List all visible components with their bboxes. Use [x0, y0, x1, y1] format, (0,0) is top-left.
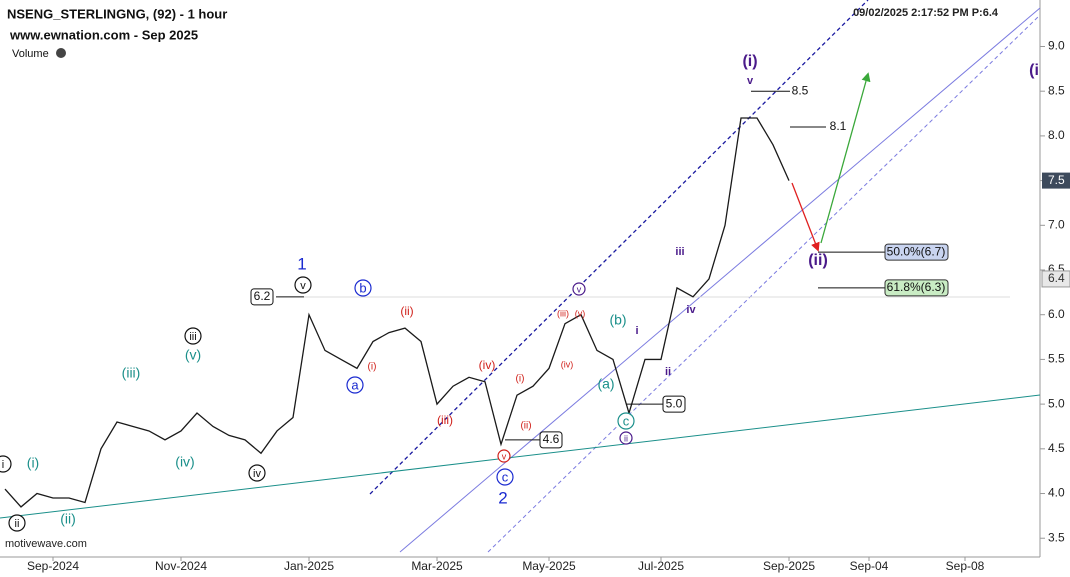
wave-label: (ii) [60, 511, 76, 527]
wave-label: (i) [742, 53, 757, 70]
wave-label: (iii) [437, 413, 453, 427]
wave-label: ii [15, 518, 20, 530]
source: motivewave.com [5, 538, 87, 550]
wave-label: v [577, 284, 582, 294]
current-price-label: 7.5 [1048, 173, 1065, 187]
wave-label: 1 [297, 254, 306, 273]
fib-box [884, 243, 949, 261]
wave-circle [248, 464, 266, 482]
wave-label: (v) [575, 308, 586, 318]
x-tick-label: Jul-2025 [638, 559, 684, 573]
y-tick-label: 4.0 [1048, 486, 1065, 500]
wave-label: (a) [597, 376, 614, 392]
projection-arrow [820, 72, 871, 244]
wave-circle [619, 431, 633, 445]
y-tick-label: 6.0 [1048, 307, 1065, 321]
level-label: 5.0 [666, 396, 683, 410]
level-box [662, 395, 686, 413]
wave-circle [497, 449, 511, 463]
wave-label: (v) [185, 347, 201, 363]
wave-label: b [359, 280, 366, 295]
y-tick-label: 4.5 [1048, 441, 1065, 455]
wave-circle [617, 412, 635, 430]
fib-box [884, 279, 949, 297]
wave-label: (i) [516, 374, 525, 385]
wave-label: iii [675, 246, 684, 258]
y-tick-label: 5.0 [1048, 396, 1065, 410]
channel-line [487, 14, 1041, 553]
wave-circle [354, 279, 372, 297]
reference-price-box [1041, 270, 1070, 288]
x-tick-label: Jan-2025 [284, 559, 334, 573]
wave-label: (iv) [175, 454, 194, 470]
x-tick-label: Sep-2024 [27, 559, 79, 573]
wave-circle [0, 455, 12, 473]
x-tick-label: May-2025 [522, 559, 576, 573]
wave-label: (i [1029, 62, 1039, 79]
fib-label: 61.8%(6.3) [887, 280, 946, 294]
wave-label: (i) [27, 455, 39, 471]
wave-label: (b) [609, 312, 626, 328]
wave-circle [294, 276, 312, 294]
wave-label: i [2, 459, 4, 471]
wave-label: c [502, 469, 509, 484]
x-tick-label: Sep-2025 [763, 559, 815, 573]
reference-price-label: 6.4 [1048, 271, 1065, 285]
wave-label: v [502, 451, 507, 461]
x-tick-label: Mar-2025 [411, 559, 463, 573]
y-tick-label: 8.5 [1048, 83, 1065, 97]
level-label: 4.6 [543, 432, 560, 446]
x-tick-label: Nov-2024 [155, 559, 207, 573]
y-tick-label: 8.0 [1048, 128, 1065, 142]
level-box [539, 431, 563, 449]
wave-circle [184, 327, 202, 345]
chart-subtitle: www.ewnation.com - Sep 2025 [9, 27, 198, 42]
wave-label: i [635, 325, 638, 337]
wave-label: iv [253, 468, 261, 480]
level-label: 6.2 [254, 289, 271, 303]
current-price-box [1042, 172, 1070, 189]
wave-label: (ii) [400, 304, 413, 318]
wave-label: (iii) [557, 308, 569, 318]
wave-label: a [351, 377, 359, 392]
wave-label: (ii) [520, 421, 531, 432]
wave-circle [8, 514, 26, 532]
x-tick-label: Sep-08 [946, 559, 985, 573]
wave-label: v [300, 280, 306, 292]
y-tick-label: 7.0 [1048, 217, 1065, 231]
fib-label: 50.0%(6.7) [887, 244, 946, 258]
y-tick-label: 3.5 [1048, 530, 1065, 544]
wave-circle [496, 468, 514, 486]
settings-icon[interactable] [56, 48, 66, 58]
timestamp: 09/02/2025 2:17:52 PM P:6.4 [853, 7, 999, 19]
wave-label: (ii) [808, 252, 828, 269]
wave-label: (i) [368, 362, 377, 373]
projection-arrow [791, 182, 820, 252]
x-tick-label: Sep-04 [850, 559, 889, 573]
level-label: 8.1 [830, 119, 847, 133]
wave-label: c [623, 413, 630, 428]
wave-label: ii [665, 366, 671, 378]
wave-label: iv [686, 304, 696, 316]
wave-label: (iii) [122, 365, 141, 381]
channel-line [369, 0, 869, 495]
wave-label: 2 [498, 488, 507, 507]
indicator-label: Volume [12, 48, 49, 60]
wave-circle [346, 376, 364, 394]
level-label: 8.5 [792, 83, 809, 97]
wave-label: ii [624, 433, 628, 443]
trend-line [0, 394, 1041, 519]
wave-label: (iv) [561, 359, 574, 369]
y-tick-label: 9.0 [1048, 39, 1065, 53]
wave-label: iii [189, 331, 196, 343]
wave-label: (iv) [479, 358, 496, 372]
price-line [4, 117, 790, 508]
level-box [250, 288, 274, 306]
chart-title: NSENG_STERLINGNG, (92) - 1 hour [7, 6, 227, 21]
wave-label: v [747, 75, 754, 87]
wave-circle [572, 282, 586, 296]
y-tick-label: 5.5 [1048, 352, 1065, 366]
